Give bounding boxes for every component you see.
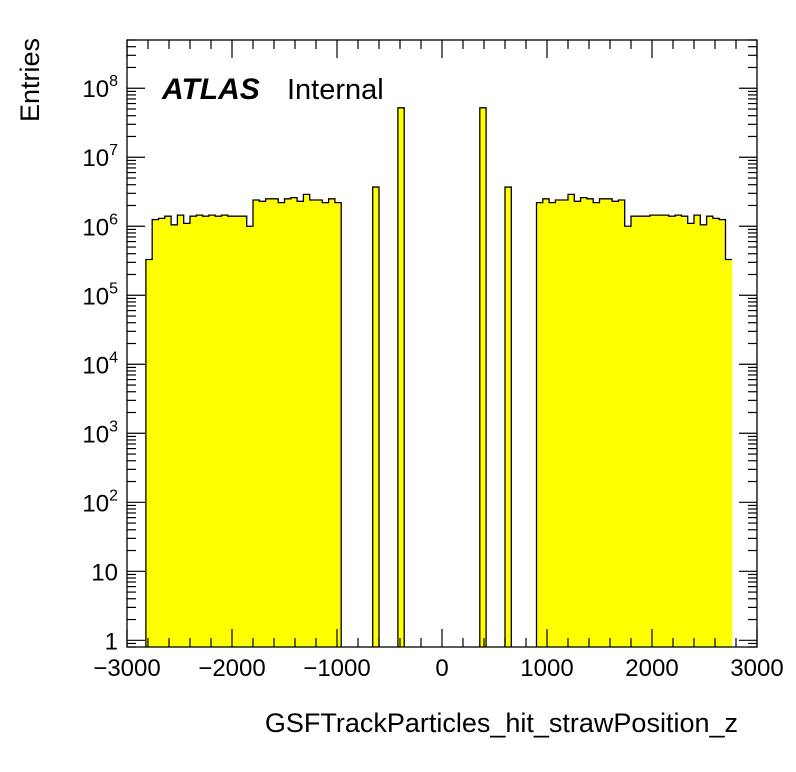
histogram-bin [208,215,216,648]
y-tick-label: 103 [82,418,118,448]
histogram-bin [290,197,298,647]
histogram-bin [580,197,588,647]
x-tick-label: −1000 [303,655,370,682]
histogram-bin [536,202,544,648]
histogram-bin [694,215,701,648]
histogram-bin [202,216,210,647]
x-tick-label: −2000 [198,655,265,682]
histogram-bin [568,194,575,647]
histogram-bin [479,107,487,648]
histogram-bin [700,224,707,647]
histogram-bin [278,202,285,648]
histogram-bin [624,226,632,647]
histogram-bin [221,215,229,648]
histogram-bin [253,200,260,647]
histogram-bin [240,216,248,647]
x-tick-label: −3000 [93,655,160,682]
histogram-bin [334,202,342,648]
histogram-bin [158,218,166,647]
y-tick-label: 1 [105,628,118,655]
x-tick-label: 2000 [625,655,678,682]
histogram-bars [145,107,733,648]
histogram-bin [328,198,336,647]
axis-ticks [126,39,758,648]
histogram-bin [712,218,720,647]
x-axis-title: GSFTrackParticles_hit_strawPosition_z [265,708,738,738]
histogram-bin [297,201,304,647]
histogram-bin [561,200,569,647]
atlas-label: ATLAS [161,73,260,106]
histogram-bin [271,198,279,647]
internal-label: Internal [287,74,384,106]
x-tick-label: 1000 [520,655,573,682]
y-tick-label: 102 [82,487,118,517]
y-tick-labels: 1 10 102 103 104 105 106 107 108 [82,73,118,655]
histogram-bin [649,215,657,648]
histogram-bin [549,202,556,648]
x-tick-label: 0 [435,655,448,682]
histogram-bin [309,200,317,647]
y-axis-title: Entries [15,38,45,122]
histogram-bin [687,223,695,647]
histogram-bin [586,198,594,647]
histogram-bin [259,201,266,647]
histogram-bin [675,215,682,648]
histogram-bin [284,198,292,647]
histogram-bin [599,198,607,647]
histogram-bin [372,187,380,647]
histogram-bin [322,202,329,648]
histogram-bin [152,219,159,647]
histogram-bin [706,216,714,647]
histogram-bin [303,194,311,647]
histogram-bin [593,202,600,648]
histogram-bin [719,219,726,647]
histogram-bin [196,215,203,648]
histogram-outline [145,107,732,647]
histogram-bin [643,216,651,647]
plot-frame [126,39,758,648]
histogram-bin [183,223,191,647]
histogram-bin [612,201,619,647]
histogram-bin [164,216,172,647]
histogram-bin [656,215,663,648]
histogram-bin [681,216,689,647]
histogram-bin [177,215,185,648]
y-tick-label: 105 [82,280,118,310]
histogram-bin [505,187,512,647]
x-tick-label: 3000 [730,655,783,682]
y-tick-label: 104 [82,349,118,379]
histogram-bin [145,259,153,647]
histogram-bin [631,216,638,647]
histogram-bin [725,259,733,647]
y-tick-label: 107 [82,142,118,172]
histogram-bin [234,216,241,647]
y-tick-label: 108 [82,73,118,103]
histogram-bin [618,200,626,647]
histogram-bin [605,198,613,647]
histogram-bin [265,198,273,647]
histogram-bin [574,201,581,647]
x-tick-labels: −3000 −2000 −1000 0 1000 2000 3000 [93,655,783,682]
y-tick-label: 10 [91,559,118,586]
y-tick-label: 106 [82,211,118,241]
histogram-bin [542,198,550,647]
histogram-bin [227,216,235,647]
histogram-bin [246,226,254,647]
histogram-bin [668,216,676,647]
histogram-bin [316,200,323,647]
histogram-bin [637,216,644,647]
histogram-bin [662,215,670,648]
histogram-bin [397,107,405,648]
histogram-bin [555,200,563,647]
histogram-bin [190,216,197,647]
histogram-bin [171,224,178,647]
histogram-bin [215,216,222,647]
